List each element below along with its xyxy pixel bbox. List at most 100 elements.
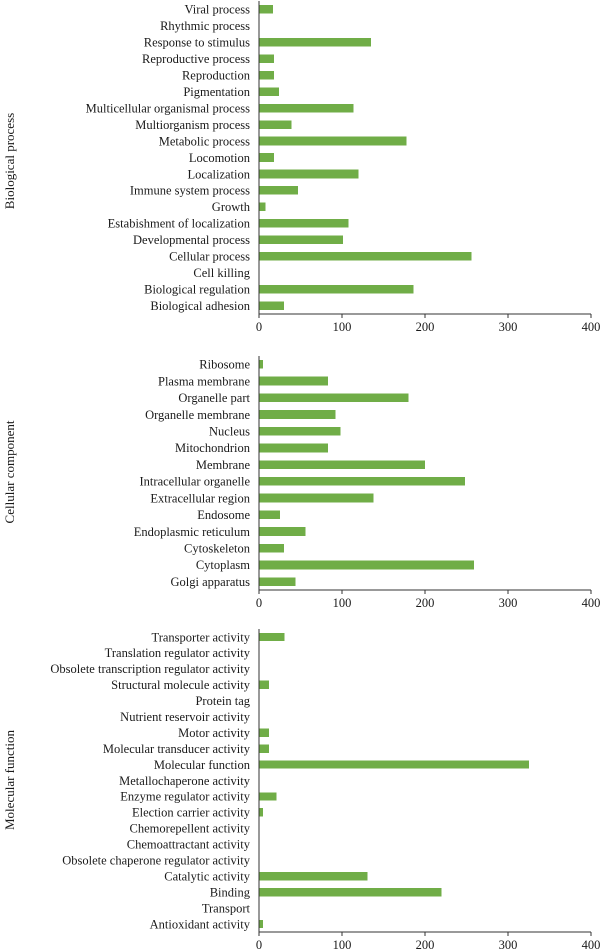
bar bbox=[259, 792, 277, 801]
bar bbox=[259, 460, 425, 469]
category-label: Enzyme regulator activity bbox=[120, 790, 251, 804]
chart-panel-2: Cellular component Ribosome Plasma membran… bbox=[2, 356, 600, 610]
x-tick-label: 300 bbox=[499, 938, 518, 951]
panel-group-label: Biological process bbox=[2, 113, 17, 209]
bar bbox=[259, 510, 280, 520]
bar bbox=[259, 54, 274, 63]
bar bbox=[259, 103, 354, 113]
bar bbox=[259, 872, 368, 881]
bar bbox=[259, 37, 372, 47]
bar bbox=[259, 808, 264, 817]
category-label: Pigmentation bbox=[183, 85, 250, 99]
category-label: Multicellular organismal process bbox=[86, 101, 250, 115]
category-label: Cellular process bbox=[169, 250, 250, 264]
category-label: Election carrier activity bbox=[132, 806, 251, 820]
category-label: Chemoattractant activity bbox=[127, 838, 251, 852]
bar bbox=[259, 120, 292, 129]
bar bbox=[259, 543, 284, 553]
category-label: Binding bbox=[210, 885, 251, 899]
bar bbox=[259, 887, 442, 897]
bar bbox=[259, 680, 269, 689]
category-label: Multiorganism process bbox=[135, 118, 250, 132]
bar bbox=[259, 493, 374, 503]
bar bbox=[259, 632, 285, 642]
x-tick-label: 400 bbox=[582, 596, 600, 610]
category-label: Mitochondrion bbox=[175, 441, 251, 455]
x-tick-label: 300 bbox=[499, 320, 518, 334]
category-label: Obsolete transcription regulator activit… bbox=[50, 662, 250, 676]
category-label: Extracellular region bbox=[150, 491, 250, 505]
bar bbox=[259, 4, 274, 14]
category-label: Motor activity bbox=[178, 726, 251, 740]
bar bbox=[259, 376, 328, 386]
chart-panel-3: Molecular function Transporter activity Tr… bbox=[2, 629, 600, 951]
category-label: Nutrient reservoir activity bbox=[120, 710, 251, 724]
x-tick-label: 200 bbox=[416, 596, 435, 610]
category-label: Ribosome bbox=[199, 358, 250, 372]
x-tick-label: 0 bbox=[256, 938, 262, 951]
bar bbox=[259, 136, 407, 146]
category-label: Endoplasmic reticulum bbox=[134, 525, 251, 539]
bar bbox=[259, 560, 474, 570]
bar bbox=[259, 527, 306, 536]
category-label: Translation regulator activity bbox=[105, 646, 251, 660]
category-label: Endosome bbox=[197, 508, 250, 522]
bar bbox=[259, 219, 349, 228]
x-tick-label: 400 bbox=[582, 938, 600, 951]
category-label: Immune system process bbox=[130, 184, 250, 198]
bar bbox=[259, 426, 341, 436]
category-label: Golgi apparatus bbox=[171, 575, 251, 589]
category-label: Growth bbox=[212, 200, 251, 214]
bar bbox=[259, 393, 409, 403]
category-label: Cytoskeleton bbox=[184, 542, 251, 556]
panel-group-label: Molecular function bbox=[2, 730, 17, 830]
x-tick-label: 0 bbox=[256, 320, 262, 334]
category-label: Estabishment of localization bbox=[108, 217, 251, 231]
category-label: Biological regulation bbox=[144, 283, 251, 297]
category-label: Nucleus bbox=[209, 425, 250, 439]
x-tick-label: 200 bbox=[416, 320, 435, 334]
x-tick-label: 100 bbox=[333, 596, 352, 610]
category-label: Cell killing bbox=[193, 266, 250, 280]
category-label: Molecular transducer activity bbox=[103, 742, 251, 756]
bar bbox=[259, 169, 359, 179]
category-label: Rhythmic process bbox=[160, 19, 250, 33]
category-label: Catalytic activity bbox=[164, 869, 250, 883]
category-label: Response to stimulus bbox=[144, 35, 250, 49]
x-tick-label: 200 bbox=[416, 938, 435, 951]
bar bbox=[259, 477, 465, 486]
chart-panel-1: Biological process Viral process Rhythmic … bbox=[2, 1, 600, 334]
bar bbox=[259, 760, 529, 769]
x-tick-label: 0 bbox=[256, 596, 262, 610]
bar bbox=[259, 285, 414, 294]
category-label: Metallochaperone activity bbox=[119, 774, 251, 788]
bar bbox=[259, 577, 296, 586]
bar bbox=[259, 410, 336, 419]
category-label: Molecular function bbox=[154, 758, 251, 772]
category-label: Membrane bbox=[196, 458, 251, 472]
category-label: Reproduction bbox=[182, 68, 251, 82]
category-label: Obsolete chaperone regulator activity bbox=[62, 854, 251, 868]
x-tick-label: 400 bbox=[582, 320, 600, 334]
category-label: Locomotion bbox=[189, 151, 251, 165]
bar bbox=[259, 360, 264, 369]
bar bbox=[259, 87, 279, 96]
x-tick-label: 100 bbox=[333, 320, 352, 334]
category-label: Transporter activity bbox=[152, 630, 251, 644]
bar bbox=[259, 728, 269, 737]
category-label: Chemorepellent activity bbox=[130, 822, 251, 836]
bar bbox=[259, 235, 343, 245]
panel-group-label: Cellular component bbox=[2, 420, 17, 523]
bar bbox=[259, 744, 269, 753]
bar bbox=[259, 919, 264, 929]
category-label: Biological adhesion bbox=[150, 299, 250, 313]
category-label: Protein tag bbox=[195, 694, 250, 708]
bar bbox=[259, 70, 274, 80]
category-label: Reproductive process bbox=[142, 52, 250, 66]
category-label: Metabolic process bbox=[159, 134, 250, 148]
bar bbox=[259, 186, 299, 195]
category-label: Antioxidant activity bbox=[150, 917, 251, 931]
category-label: Organelle part bbox=[178, 391, 250, 405]
x-tick-label: 300 bbox=[499, 596, 518, 610]
